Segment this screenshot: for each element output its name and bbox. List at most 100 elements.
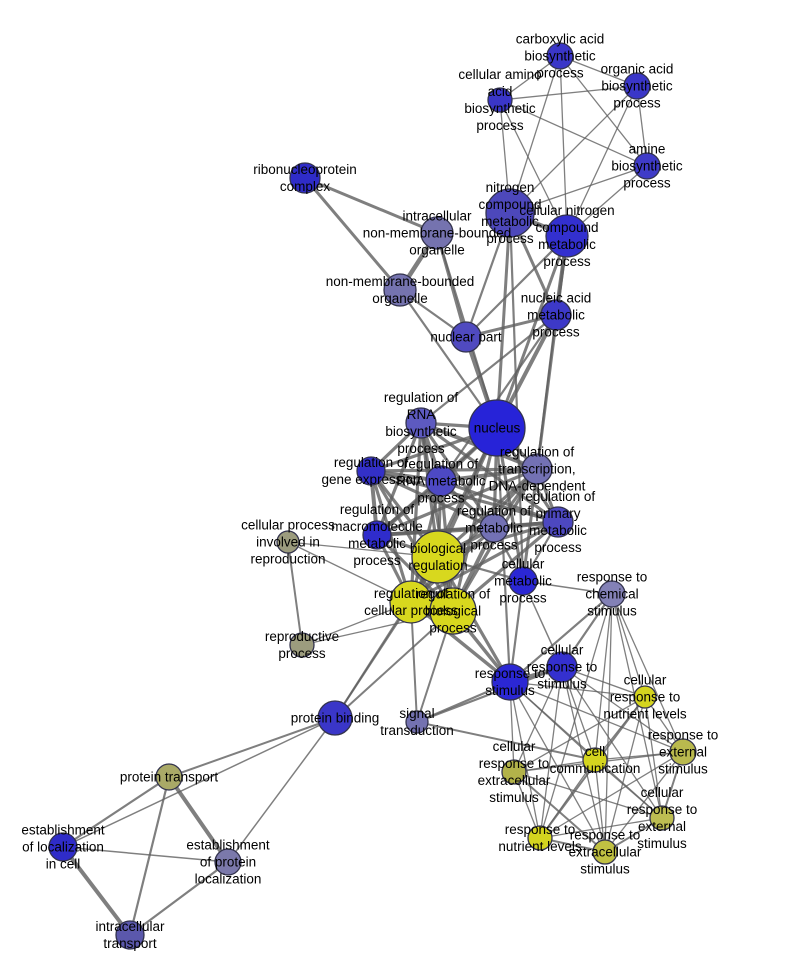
node-rtdd[interactable] (521, 453, 553, 485)
label-rmp: regulation of metabolic process (457, 504, 532, 553)
label-caa: cellular amino acid biosynthetic process (458, 67, 541, 133)
node-rchem[interactable] (598, 580, 626, 608)
edge-crecs-recs (513, 771, 606, 853)
edge-ncm-nucleus (495, 211, 512, 430)
label-rmmp: regulation of macromolecule metabolic proce… (331, 502, 423, 568)
edge-rnp-inmbo (303, 176, 439, 235)
node-crnl[interactable] (633, 685, 657, 709)
edge-ptrans-eprot (167, 775, 230, 864)
edge-nam-rrbp (419, 313, 558, 425)
edge-crecs-crexts (513, 771, 663, 819)
node-npart[interactable] (450, 321, 482, 353)
edge-rpmp-rmmp (375, 520, 560, 537)
label-nucleus: nucleus (474, 421, 521, 436)
node-ptrans[interactable] (155, 763, 183, 791)
node-repro[interactable] (289, 632, 315, 658)
label-recs: response to extracellular stimulus (569, 828, 642, 877)
node-eprot[interactable] (214, 848, 242, 876)
edge-oab-cncm (566, 85, 638, 237)
node-caa[interactable] (487, 87, 513, 113)
edge-ptrans-eloc (61, 775, 171, 849)
node-carb[interactable] (546, 42, 574, 70)
edge-rchem-crnl (611, 593, 646, 698)
edge-cpir-repro (287, 541, 303, 646)
edge-rcp-pbind (334, 601, 412, 719)
edge-cmp-crstim (522, 580, 563, 668)
edge-rrbp-rpmp (419, 421, 560, 524)
label-rtdd: regulation of transcription, DNA-dependent (489, 445, 586, 494)
node-sigtr[interactable] (405, 710, 429, 734)
label-cncm: cellular nitrogen compound metabolic proces… (519, 203, 614, 269)
node-nmbo[interactable] (383, 273, 417, 307)
label-repro: reproductive process (265, 629, 339, 661)
label-crstim: cellular response to stimulus (527, 643, 598, 692)
label-bioreg: biological regulation (408, 541, 467, 573)
edge-rext-rnl (539, 751, 684, 839)
label-crnl: cellular response to nutrient levels (603, 673, 687, 722)
node-rstim[interactable] (491, 663, 529, 701)
node-rnl[interactable] (527, 825, 553, 851)
edge-oab-ncm (509, 85, 638, 214)
node-rmp[interactable] (479, 513, 509, 543)
node-rmmp[interactable] (362, 520, 392, 550)
node-rrmp[interactable] (425, 465, 457, 497)
edge-carb-amine (559, 55, 648, 167)
node-cncm[interactable] (545, 214, 589, 258)
edge-cncm-nucleus (495, 234, 569, 430)
node-cmp[interactable] (508, 566, 538, 596)
edge-rchem-rstim (508, 592, 614, 684)
node-crstim[interactable] (546, 651, 578, 683)
node-rext[interactable] (669, 738, 697, 766)
label-rrbp: regulation of RNA biosynthetic process (384, 390, 459, 456)
label-rrmp: regulation of RNA metabolic process (396, 457, 486, 506)
node-crexts[interactable] (649, 805, 675, 831)
label-eloc: establishment of localization in cell (21, 823, 105, 872)
edge-eloc-itrans (61, 845, 132, 937)
edge-rstim-rext (509, 681, 684, 753)
node-itrans[interactable] (115, 920, 145, 950)
edge-rrbp-rmp (419, 421, 496, 530)
edge-caa-oab (499, 85, 638, 101)
edge-carb-ncm (509, 55, 561, 214)
node-pbind[interactable] (317, 700, 353, 736)
node-inmbo[interactable] (420, 216, 454, 250)
edge-rcp-cpir (287, 541, 412, 603)
label-nam: nucleic acid metabolic process (521, 291, 592, 340)
edge-pbind-ptrans (168, 717, 336, 778)
label-amine: amine biosynthetic process (611, 142, 683, 191)
node-recs[interactable] (592, 839, 618, 865)
label-crecs: cellular response to extracellular stimulus (478, 739, 551, 805)
node-nam[interactable] (540, 299, 572, 331)
label-ccomm: cell communication (550, 744, 641, 776)
edge-eprot-itrans (128, 860, 230, 937)
label-rstim: response to stimulus (475, 666, 546, 698)
node-nucleus[interactable] (468, 399, 526, 457)
node-ccomm[interactable] (582, 747, 608, 773)
label-rcp: regulation of cellular process (364, 586, 458, 618)
node-rnp[interactable] (289, 162, 321, 194)
label-cpir: cellular process involved in reproduction (241, 518, 335, 567)
node-oab[interactable] (623, 72, 651, 100)
node-crecs[interactable] (501, 759, 527, 785)
label-inmbo: intracellular non-membrane-bounded organel… (363, 209, 512, 258)
label-crexts: cellular response to external stimulus (627, 785, 698, 851)
node-bioreg[interactable] (411, 530, 465, 584)
edge-rchem-rext (611, 593, 684, 753)
label-ncm: nitrogen compound metabolic process (478, 180, 541, 246)
node-eloc[interactable] (48, 832, 78, 862)
node-rrbp[interactable] (405, 407, 437, 439)
node-layer (48, 42, 697, 950)
edge-ccomm-rnl (539, 759, 596, 839)
node-amine[interactable] (633, 152, 661, 180)
node-rbp[interactable] (429, 587, 477, 635)
label-rbp: regulation of biological process (416, 587, 491, 636)
node-ncm[interactable] (485, 188, 535, 238)
node-cpir[interactable] (276, 530, 300, 554)
node-rpmp[interactable] (542, 506, 574, 538)
node-rge[interactable] (356, 456, 386, 486)
edge-ccomm-recs (594, 759, 606, 853)
edge-rchem-rnl (539, 593, 613, 839)
edge-crnl-crecs (513, 696, 646, 773)
